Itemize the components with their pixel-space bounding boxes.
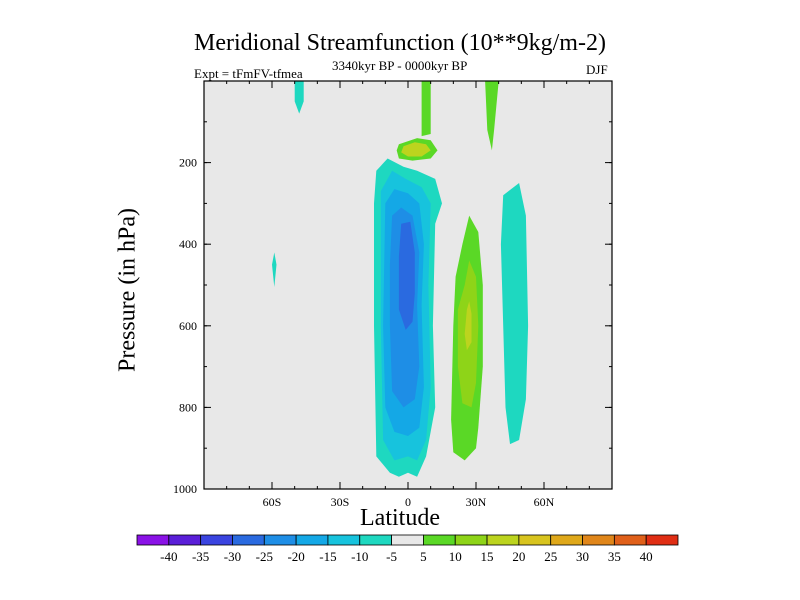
colorbar-swatch bbox=[232, 534, 265, 546]
colorbar-swatch bbox=[550, 534, 583, 546]
time-range-label: 3340kyr BP - 0000kyr BP bbox=[332, 58, 468, 73]
contour-region bbox=[421, 81, 431, 137]
colorbar-label: 40 bbox=[640, 549, 653, 564]
y-tick-label: 800 bbox=[179, 400, 197, 414]
colorbar-label: 20 bbox=[512, 549, 525, 564]
x-tick-label: 30N bbox=[466, 495, 487, 509]
colorbar-swatch bbox=[582, 534, 615, 546]
colorbar-label: 15 bbox=[481, 549, 494, 564]
colorbar-label: -35 bbox=[192, 549, 209, 564]
contour-region bbox=[401, 142, 431, 157]
x-axis-label: Latitude bbox=[360, 505, 440, 531]
chart-title: Meridional Streamfunction (10**9kg/m-2) bbox=[194, 30, 606, 56]
y-tick-label: 600 bbox=[179, 319, 197, 333]
axis-ticks: 60S 30S 0 30N 60N 200 400 600 800 1000 bbox=[173, 80, 613, 509]
x-tick-label: 60S bbox=[263, 495, 282, 509]
colorbar-label: 25 bbox=[544, 549, 557, 564]
colorbar-swatch bbox=[327, 534, 361, 546]
x-tick-label: 60N bbox=[534, 495, 555, 509]
experiment-label: Expt = tFmFV-tfmea bbox=[194, 66, 303, 81]
colorbar-label: -20 bbox=[287, 549, 304, 564]
colorbar-label: -30 bbox=[224, 549, 241, 564]
colorbar-swatch bbox=[454, 534, 488, 546]
contour-region bbox=[464, 301, 472, 351]
contour-region bbox=[272, 252, 277, 287]
colorbar: -40 -35 -30 -25 -20 -15 -10 -5 5 10 15 20 25 30 35 40 bbox=[136, 534, 679, 564]
colorbar-label: -25 bbox=[256, 549, 273, 564]
contour-regions bbox=[272, 81, 529, 477]
contour-region bbox=[398, 221, 415, 330]
contour-region bbox=[500, 183, 529, 445]
colorbar-swatch bbox=[295, 534, 329, 546]
colorbar-swatch bbox=[136, 534, 170, 546]
colorbar-swatch bbox=[486, 534, 520, 546]
y-tick-label: 200 bbox=[179, 156, 197, 170]
colorbar-swatch bbox=[423, 534, 456, 546]
colorbar-swatch bbox=[200, 534, 233, 546]
colorbar-swatch bbox=[168, 534, 202, 546]
colorbar-label: 30 bbox=[576, 549, 589, 564]
contour-region bbox=[294, 81, 304, 114]
contour-region bbox=[485, 81, 499, 151]
x-tick-label: 0 bbox=[405, 495, 411, 509]
colorbar-swatch bbox=[359, 534, 392, 546]
colorbar-label: -40 bbox=[160, 549, 177, 564]
colorbar-swatch bbox=[613, 534, 647, 546]
colorbar-label: -15 bbox=[319, 549, 336, 564]
y-tick-label: 400 bbox=[179, 237, 197, 251]
colorbar-label: -10 bbox=[351, 549, 368, 564]
colorbar-swatch bbox=[645, 534, 679, 546]
colorbar-swatch bbox=[391, 534, 424, 546]
colorbar-label: 10 bbox=[449, 549, 462, 564]
colorbar-swatch bbox=[263, 534, 297, 546]
colorbar-label: 35 bbox=[608, 549, 621, 564]
colorbar-label: -5 bbox=[386, 549, 397, 564]
colorbar-label: 5 bbox=[420, 549, 427, 564]
season-label: DJF bbox=[586, 62, 608, 77]
x-tick-label: 30S bbox=[331, 495, 350, 509]
colorbar-swatch bbox=[518, 534, 552, 546]
y-tick-label: 1000 bbox=[173, 482, 197, 496]
